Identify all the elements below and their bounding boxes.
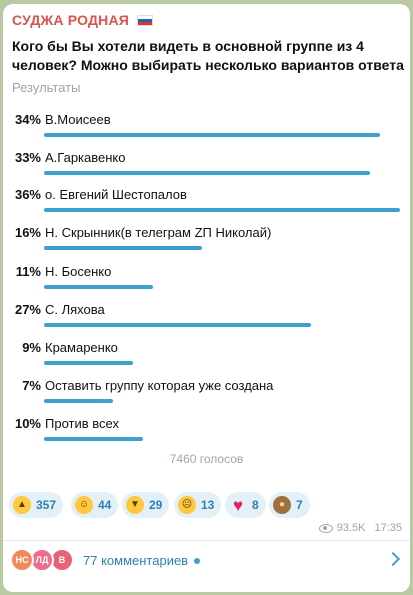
option-bar: [44, 361, 133, 365]
option-label: Н. Скрынник(в телеграм ZП Николай): [45, 225, 272, 240]
reaction-thumbs-down[interactable]: ▼ 29: [122, 492, 170, 518]
poll-option[interactable]: 10% Против всех: [3, 415, 410, 452]
poll-option[interactable]: 9% Крамаренко: [3, 339, 410, 376]
option-bar: [44, 246, 202, 250]
poll-option[interactable]: 16% Н. Скрынник(в телеграм ZП Николай): [3, 224, 410, 261]
poll-option[interactable]: 11% Н. Босенко: [3, 263, 410, 300]
reaction-grinning[interactable]: ☺ 44: [71, 492, 119, 518]
option-bar: [44, 171, 370, 175]
russia-flag-icon: [137, 15, 154, 26]
option-percent: 9%: [22, 340, 41, 355]
option-label: Против всех: [45, 416, 119, 431]
option-bar: [44, 208, 400, 212]
reaction-thumbs-up[interactable]: ▲ 357: [9, 492, 64, 518]
poll-option[interactable]: 33% А.Гаркавенко: [3, 149, 410, 186]
option-percent: 16%: [14, 225, 41, 240]
divider: [3, 540, 410, 541]
option-label: Н. Босенко: [45, 264, 112, 279]
option-label: Оставить группу которая уже создана: [45, 378, 274, 393]
option-bar: [44, 285, 153, 289]
poll-results-label: Результаты: [12, 80, 81, 95]
eye-icon: [318, 523, 333, 533]
confused-face-icon: ☹: [178, 496, 196, 514]
poll-option[interactable]: 36% о. Евгений Шестопалов: [3, 186, 410, 223]
option-percent: 27%: [14, 302, 41, 317]
option-percent: 11%: [15, 264, 41, 279]
poll-option[interactable]: 7% Оставить группу которая уже создана: [3, 377, 410, 414]
poll-question: Кого бы Вы хотели видеть в основной груп…: [12, 38, 404, 73]
poll-option[interactable]: 34% В.Моисеев: [3, 111, 410, 148]
option-bar: [44, 323, 311, 327]
option-label: о. Евгений Шестопалов: [45, 187, 187, 202]
comments-bar[interactable]: НС ЛД В 77 комментариев: [3, 541, 410, 581]
option-label: В.Моисеев: [45, 112, 111, 127]
grinning-face-icon: ☺: [75, 496, 93, 514]
poll-votes-count: 7460 голосов: [169, 452, 244, 466]
reaction-confused[interactable]: ☹ 13: [174, 492, 222, 518]
option-percent: 34%: [14, 112, 41, 127]
option-label: А.Гаркавенко: [45, 150, 126, 165]
option-bar: [44, 399, 113, 403]
avatar: НС: [10, 548, 34, 572]
unread-dot-icon: [194, 558, 201, 564]
option-label: С. Ляхова: [45, 302, 105, 317]
option-bar: [44, 437, 143, 441]
reaction-heart[interactable]: ♥ 8: [225, 492, 266, 518]
views-count: 93.5K: [336, 522, 366, 534]
option-percent: 33%: [14, 150, 41, 165]
message-meta: 93.5K 17:35: [318, 522, 402, 534]
message-time: 17:35: [374, 522, 402, 534]
chevron-right-icon[interactable]: [385, 551, 401, 567]
message-card: СУДЖА РОДНАЯ Кого бы Вы хотели видеть в …: [3, 4, 410, 592]
option-percent: 10%: [14, 416, 41, 431]
comments-link[interactable]: 77 комментариев: [83, 553, 201, 568]
see-no-evil-monkey-icon: ●: [273, 496, 291, 514]
option-bar: [44, 133, 380, 137]
thumbs-up-icon: ▲: [13, 496, 31, 514]
heart-icon: ♥: [232, 495, 244, 515]
reactions-bar: ▲ 357 ☺ 44 ▼ 29 ☹ 13 ♥ 8 ● 7: [9, 492, 409, 518]
option-percent: 36%: [14, 187, 41, 202]
channel-name[interactable]: СУДЖА РОДНАЯ: [12, 12, 154, 28]
poll-option[interactable]: 27% С. Ляхова: [3, 301, 410, 338]
option-percent: 7%: [22, 378, 41, 393]
option-label: Крамаренко: [45, 340, 118, 355]
reaction-monkey[interactable]: ● 7: [269, 492, 310, 518]
thumbs-down-icon: ▼: [126, 496, 144, 514]
